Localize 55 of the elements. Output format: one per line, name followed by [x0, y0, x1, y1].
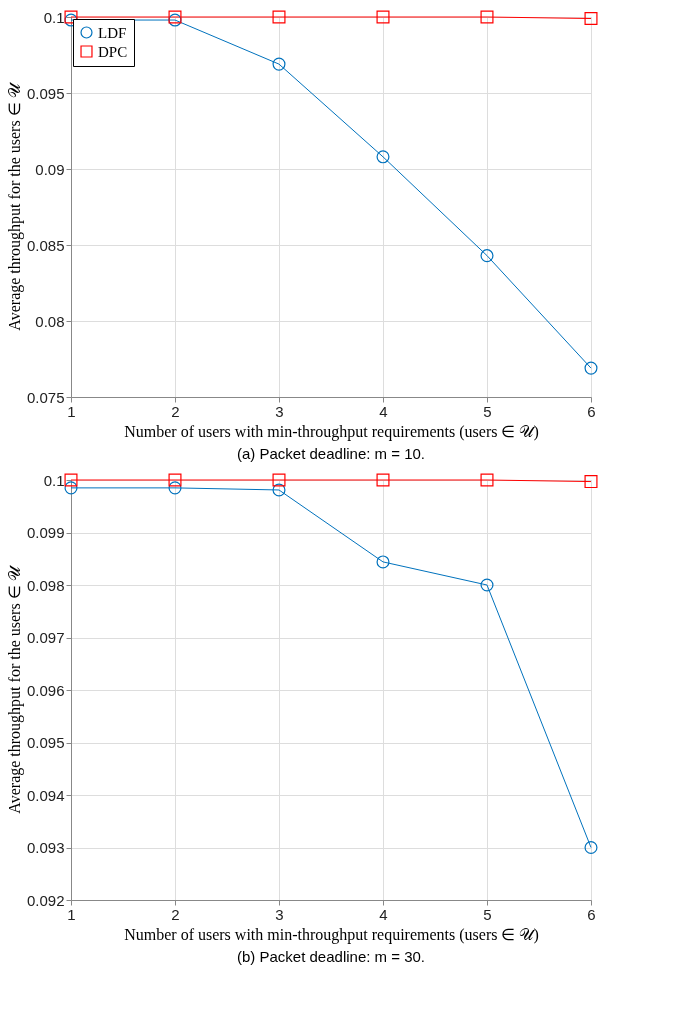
y-tick-label: 0.095 [26, 734, 65, 751]
y-tick-label: 0.096 [26, 681, 65, 699]
x-tick-label: 6 [587, 905, 596, 923]
text: (a) Packet deadline: m = 10. [236, 445, 426, 462]
x-tick-label: 2 [171, 402, 180, 420]
y-tick-label: 0.093 [26, 839, 65, 856]
x-tick-label: 6 [587, 402, 596, 420]
legend-label: DPC [98, 43, 128, 60]
y-tick-label: 0.094 [26, 786, 65, 804]
x-axis-title: Number of users with min-throughput requirements (users ∈ 𝒰) [124, 925, 539, 944]
point [272, 10, 286, 24]
point [272, 57, 286, 71]
point [376, 10, 390, 24]
point [584, 12, 598, 26]
y-tick-label: 0.09 [35, 160, 65, 178]
y-tick-label: 0.075 [26, 388, 65, 406]
point [480, 10, 494, 24]
point [64, 481, 78, 495]
y-tick-label: 0.098 [26, 576, 65, 594]
y-tick-label: 0.099 [26, 524, 65, 541]
point [376, 473, 390, 487]
x-tick-label: 4 [379, 402, 388, 420]
legend-label: LDF [98, 24, 127, 41]
y-tick-label: 0.1 [43, 471, 65, 489]
point [480, 249, 494, 263]
point [64, 473, 78, 487]
x-tick-label: 2 [171, 905, 180, 923]
x-tick-label: 5 [483, 905, 492, 923]
point [376, 150, 390, 164]
x-tick-label: 5 [483, 402, 492, 420]
x-axis-title: Number of users with min-throughput requirements (users ∈ 𝒰) [124, 422, 539, 441]
point [272, 473, 286, 487]
y-tick-label: 0.1 [43, 8, 65, 26]
point [376, 555, 390, 569]
point [168, 481, 182, 495]
point [584, 361, 598, 375]
text: (b) Packet deadline: m = 30. [236, 948, 426, 965]
point [480, 473, 494, 487]
x-tick-label: 3 [275, 905, 284, 923]
y-axis-title: Average throughput for the users ∈ 𝒰 [5, 81, 24, 331]
point [168, 473, 182, 487]
y-tick-label: 0.08 [35, 312, 65, 330]
y-tick-label: 0.085 [26, 236, 65, 254]
y-tick-label: 0.095 [26, 84, 65, 102]
point [480, 578, 494, 592]
point [272, 483, 286, 497]
x-tick-label: 3 [275, 402, 284, 420]
y-axis-title: Average throughput for the users ∈ 𝒰 [5, 564, 24, 814]
y-tick-label: 0.097 [26, 629, 65, 646]
y-tick-label: 0.092 [26, 891, 65, 909]
point [584, 475, 598, 489]
x-tick-label: 4 [379, 905, 388, 923]
point [584, 841, 598, 854]
x-tick-label: 1 [67, 402, 76, 420]
x-tick-label: 1 [67, 905, 76, 923]
